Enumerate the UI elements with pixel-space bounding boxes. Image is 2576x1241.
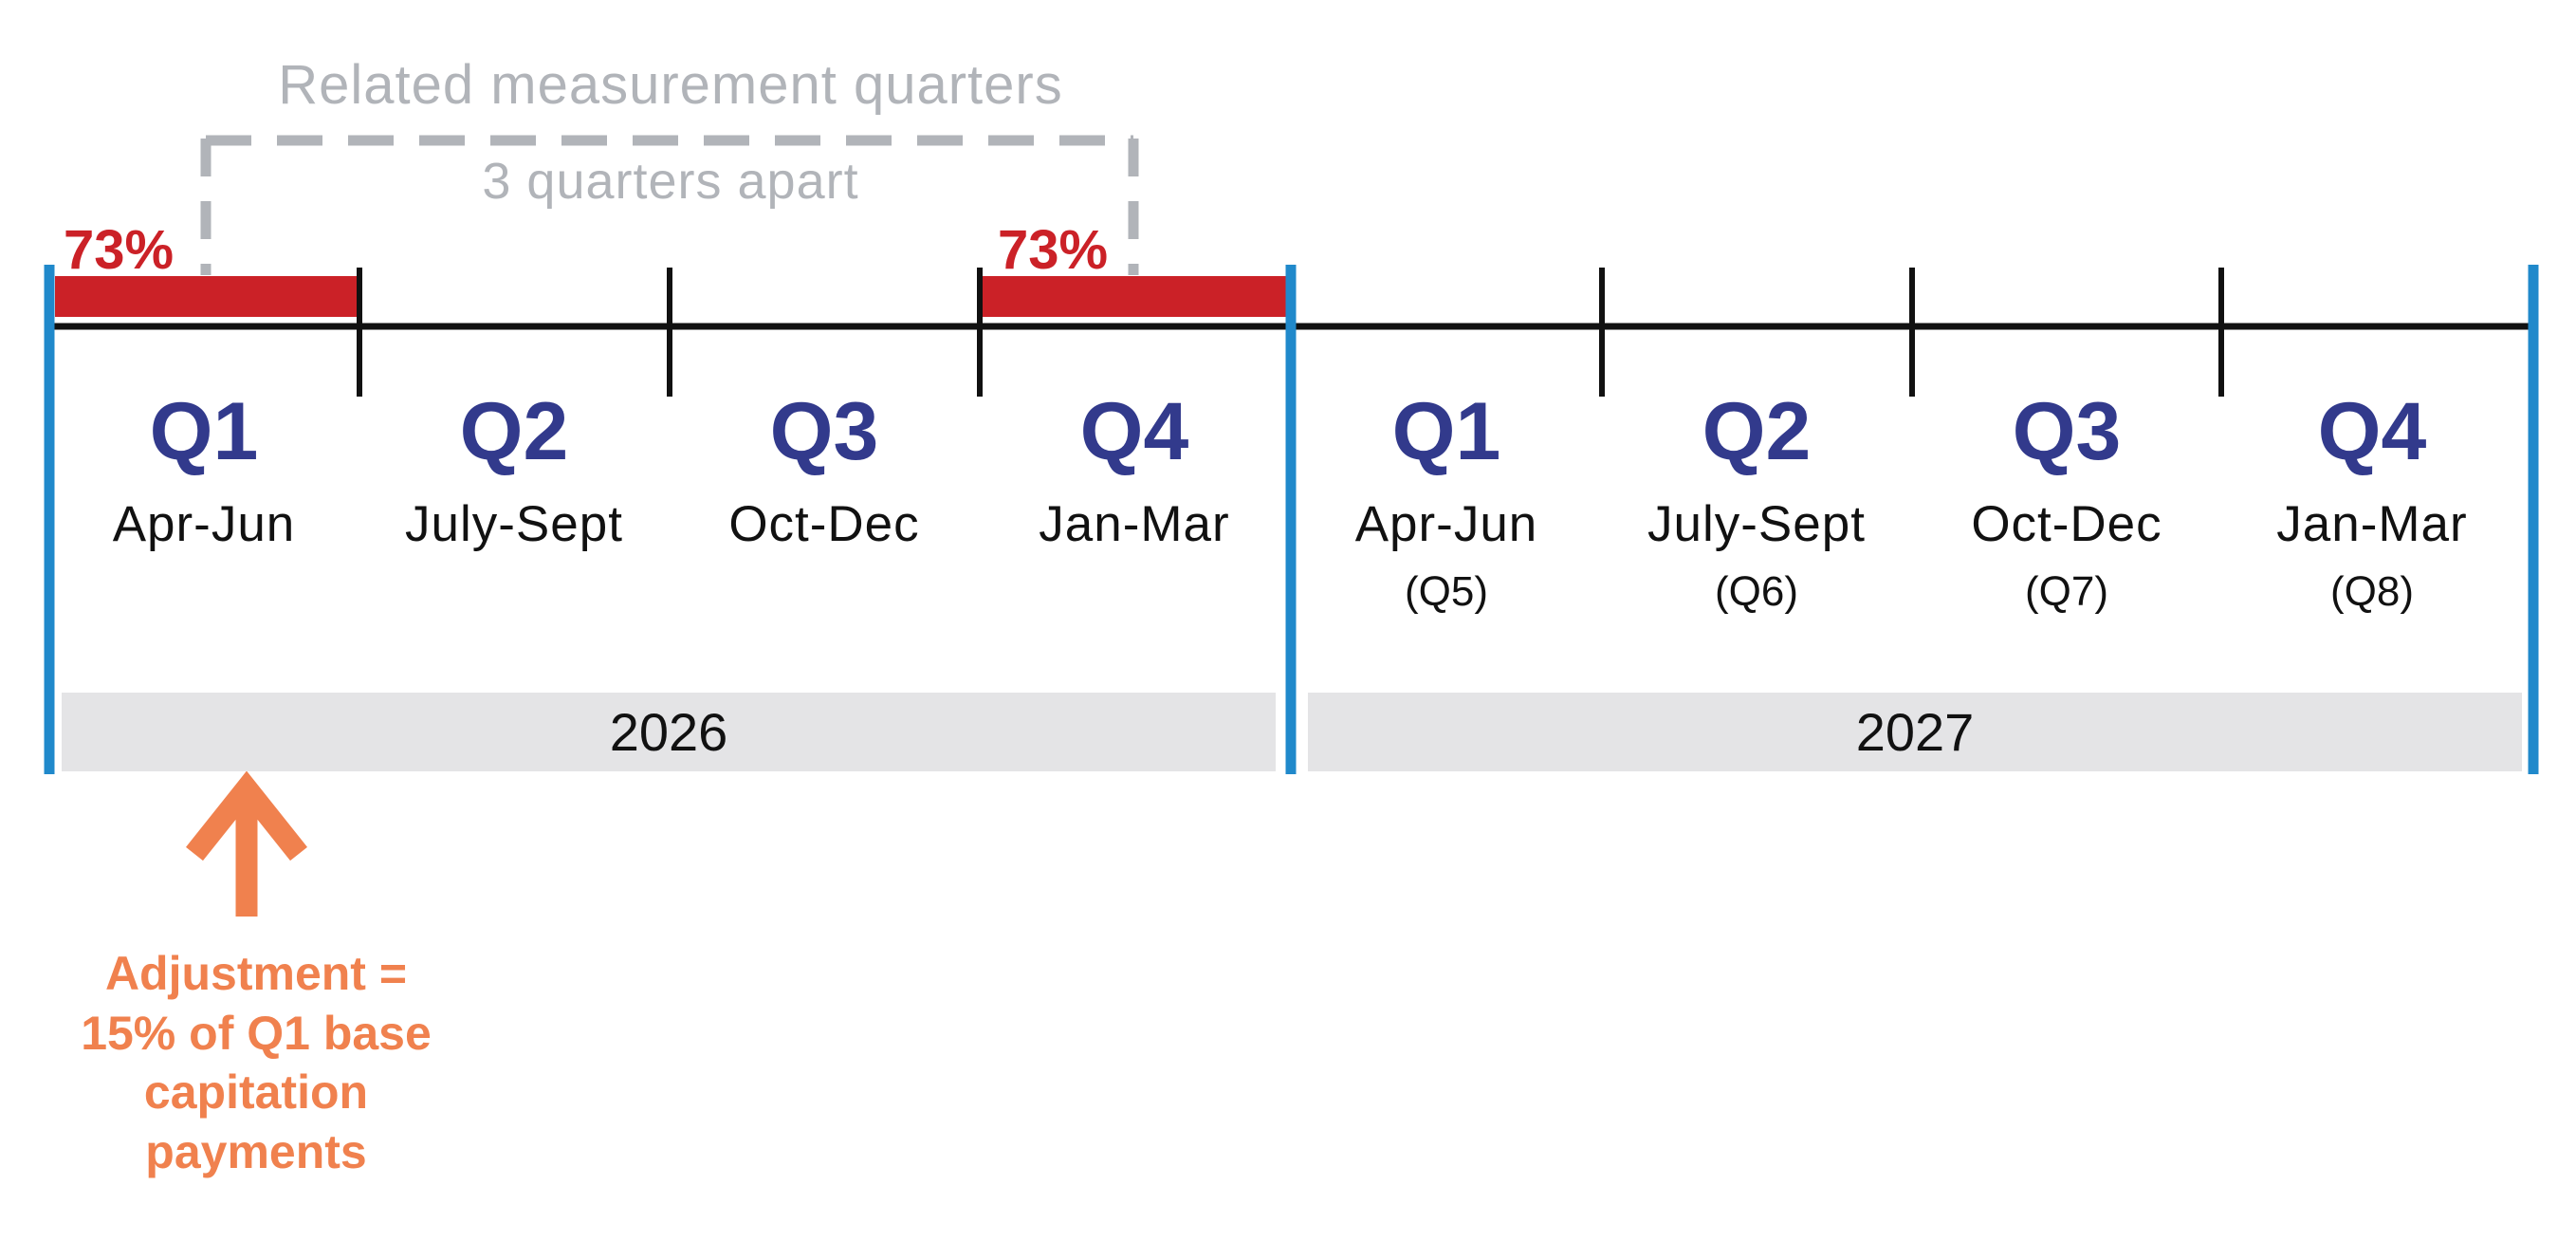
callout-line: capitation [143,1065,369,1119]
quarter-months: Jan-Mar [1039,496,1230,552]
callout-line: Adjustment = [104,947,408,1000]
quarter-number: Q2 [459,386,569,477]
quarter-months: Apr-Jun [112,496,296,552]
quarter-2027-q4: Q4 Jan-Mar (Q8) [2225,391,2519,616]
quarter-months: Oct-Dec [728,496,920,552]
quarter-months: July-Sept [1647,496,1866,552]
related-quarters-label: Related measurement quarters [278,54,1063,116]
quarter-sequence-label: (Q6) [1715,568,1798,615]
quarter-number: Q1 [1391,386,1501,477]
up-arrow-icon [186,770,307,917]
quarter-months: Oct-Dec [1971,496,2162,552]
quarter-number: Q4 [1079,386,1189,477]
year-boundary-lines [44,265,2539,774]
quarter-sequence-label: (Q7) [2025,568,2108,615]
adjustment-callout: Adjustment = 15% of Q1 base capitation p… [38,944,474,1181]
q4-percentage-label: 73% [997,219,1109,281]
quarter-2027-q2: Q2 July-Sept (Q6) [1610,391,1904,616]
q4-measurement-bar [982,276,1286,317]
quarter-ticks [357,268,2224,397]
quarter-2027-q1: Q1 Apr-Jun (Q5) [1299,391,1593,616]
quarter-number: Q3 [2012,386,2122,477]
callout-line: payments [145,1124,367,1178]
quarter-months: Jan-Mar [2276,496,2468,552]
measurement-bracket [200,135,1139,275]
q1-percentage-label: 73% [63,219,175,281]
quarter-number: Q3 [769,386,879,477]
quarter-2026-q4: Q4 Jan-Mar [987,391,1281,553]
quarter-2026-q2: Q2 July-Sept [367,391,661,553]
quarters-apart-label: 3 quarters apart [482,153,859,210]
quarter-2026-q3: Q3 Oct-Dec [677,391,971,553]
quarter-number: Q1 [149,386,259,477]
year-bar-2026: 2026 [62,693,1276,771]
quarter-2026-q1: Q1 Apr-Jun [57,391,351,553]
quarter-number: Q4 [2317,386,2427,477]
quarter-months: July-Sept [405,496,623,552]
quarter-months: Apr-Jun [1354,496,1538,552]
quarter-2027-q3: Q3 Oct-Dec (Q7) [1920,391,2214,616]
quarter-sequence-label: (Q5) [1405,568,1488,615]
quarter-sequence-label: (Q8) [2330,568,2414,615]
callout-line: 15% of Q1 base [81,1006,432,1060]
quarter-number: Q2 [1702,386,1812,477]
year-bar-2027: 2027 [1308,693,2522,771]
q1-measurement-bar [55,276,359,317]
